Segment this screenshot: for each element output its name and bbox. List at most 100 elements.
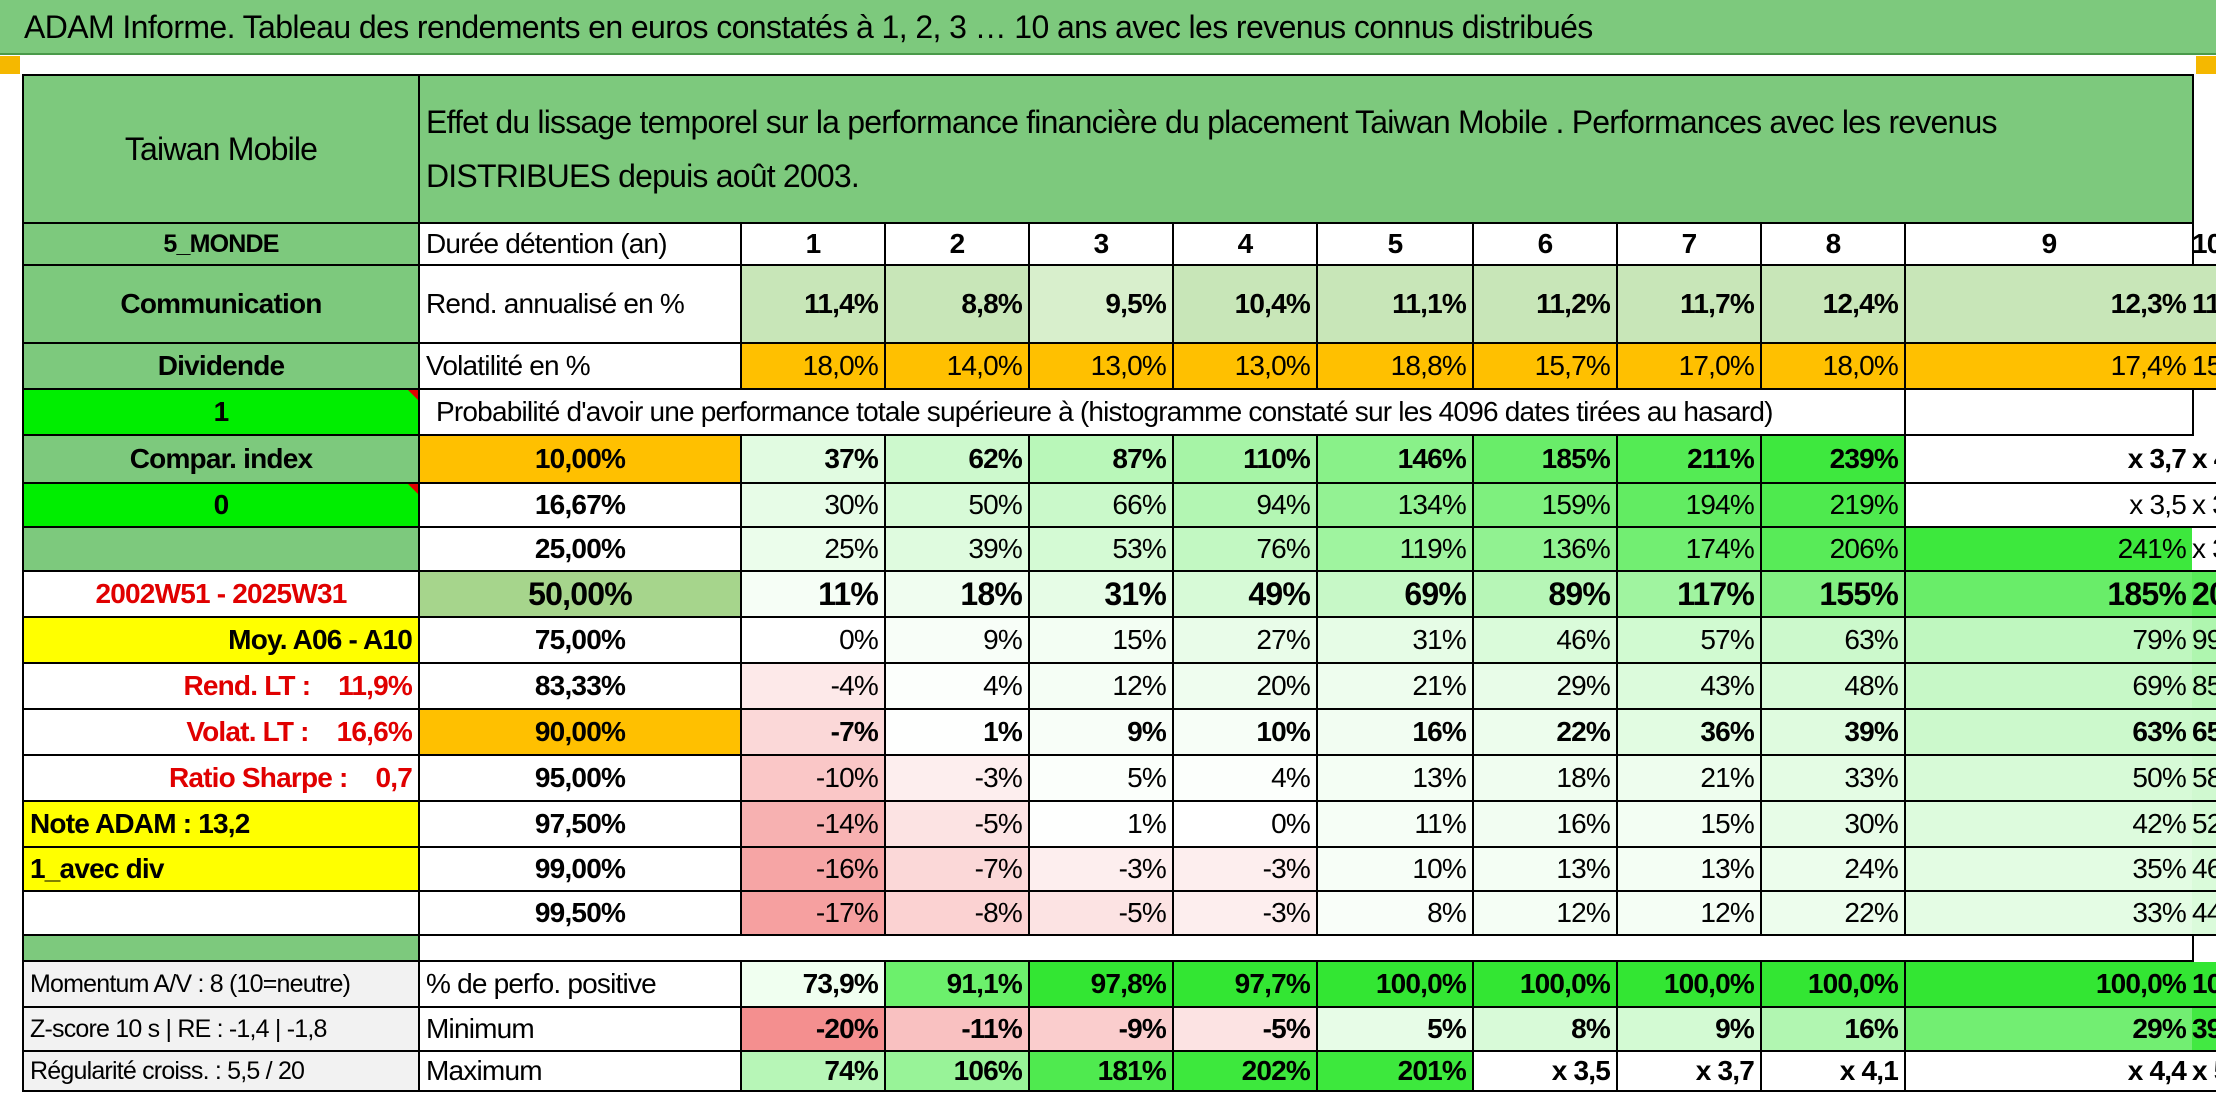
probability-threshold: 50,00%	[420, 572, 742, 618]
compar-index-label: Compar. index	[24, 436, 420, 484]
performance-value: 9%	[886, 618, 1030, 664]
stat-value: 16%	[1762, 1008, 1906, 1052]
rend-lt-label: Rend. LT : 11,9%	[24, 664, 420, 710]
performance-value: 12%	[1030, 664, 1174, 710]
stat-side-label: Régularité croiss. : 5,5 / 20	[24, 1052, 420, 1092]
performance-value: 9%	[1030, 710, 1174, 756]
performance-value: 239%	[1762, 436, 1906, 484]
performance-value: 33%	[1906, 892, 2192, 936]
performance-value: -3%	[1030, 848, 1174, 892]
tab-marker-left	[0, 56, 20, 74]
stat-label: Maximum	[420, 1052, 742, 1092]
performance-value: -10%	[742, 756, 886, 802]
stat-value: 100,0%	[1762, 962, 1906, 1008]
probability-caption: Probabilité d'avoir une performance tota…	[420, 390, 1906, 436]
performance-value: 4%	[886, 664, 1030, 710]
empty-cell	[1906, 390, 2192, 436]
year-header: 2	[886, 224, 1030, 266]
duration-label: Durée détention (an)	[420, 224, 742, 266]
stat-value: -20%	[742, 1008, 886, 1052]
performance-value: 69%	[1318, 572, 1474, 618]
stat-value: x 3,5	[1474, 1052, 1618, 1092]
performance-value: 63%	[1762, 618, 1906, 664]
year-header: 7	[1618, 224, 1762, 266]
performance-value: 39%	[1762, 710, 1906, 756]
year-header: 4	[1174, 224, 1318, 266]
stat-value: 5%	[1318, 1008, 1474, 1052]
stat-value: 74%	[742, 1052, 886, 1092]
performance-value: 13%	[1318, 756, 1474, 802]
sharpe-label: Ratio Sharpe : 0,7	[24, 756, 420, 802]
performance-value: 4%	[1174, 756, 1318, 802]
stat-label: % de perfo. positive	[420, 962, 742, 1008]
stat-value: 39%	[2192, 1008, 2216, 1052]
asset-description: Effet du lissage temporel sur la perform…	[420, 76, 2192, 224]
probability-threshold: 75,00%	[420, 618, 742, 664]
probability-threshold: 16,67%	[420, 484, 742, 528]
performance-value: 11%	[742, 572, 886, 618]
stat-value: 91,1%	[886, 962, 1030, 1008]
asset-name: Taiwan Mobile	[24, 76, 420, 224]
stat-value: 8%	[1474, 1008, 1618, 1052]
performance-value: 155%	[1762, 572, 1906, 618]
performance-value: 85%	[2192, 664, 2216, 710]
stat-value: 201%	[1318, 1052, 1474, 1092]
performance-value: -14%	[742, 802, 886, 848]
performance-value: x 3,7	[1906, 436, 2192, 484]
performance-value: -7%	[886, 848, 1030, 892]
spacer-white	[420, 936, 2192, 962]
performance-value: 194%	[1618, 484, 1762, 528]
performance-value: 15%	[1030, 618, 1174, 664]
empty-side-cell	[24, 528, 420, 572]
performance-value: 18%	[886, 572, 1030, 618]
performance-value: 89%	[1474, 572, 1618, 618]
stat-value: x 3,7	[1618, 1052, 1762, 1092]
stat-value: 100,0%	[2192, 962, 2216, 1008]
performance-value: 53%	[1030, 528, 1174, 572]
performance-value: 0%	[1174, 802, 1318, 848]
moy-label: Moy. A06 - A10	[24, 618, 420, 664]
performance-value: 185%	[1474, 436, 1618, 484]
probability-threshold: 99,50%	[420, 892, 742, 936]
performance-value: 76%	[1174, 528, 1318, 572]
performance-value: 146%	[1318, 436, 1474, 484]
probability-threshold: 83,33%	[420, 664, 742, 710]
performance-value: x 3,8	[2192, 484, 2216, 528]
performance-value: 30%	[742, 484, 886, 528]
stat-value: -5%	[1174, 1008, 1318, 1052]
zone-label: 5_MONDE	[24, 224, 420, 266]
performance-value: 117%	[1618, 572, 1762, 618]
stat-value: x 5,0	[2192, 1052, 2216, 1092]
performance-value: 94%	[1174, 484, 1318, 528]
flag-0: 0	[24, 484, 420, 528]
performance-value: 11%	[1318, 802, 1474, 848]
vol-value: 18,0%	[742, 344, 886, 390]
performance-value: 10%	[1318, 848, 1474, 892]
rend-value: 12,3%	[1906, 266, 2192, 344]
performance-value: 39%	[886, 528, 1030, 572]
performance-value: 16%	[1474, 802, 1618, 848]
performance-value: 31%	[1030, 572, 1174, 618]
stat-value: 100,0%	[1906, 962, 2192, 1008]
performance-value: 62%	[886, 436, 1030, 484]
stat-value: 29%	[1906, 1008, 2192, 1052]
performance-value: 46%	[2192, 848, 2216, 892]
vol-value: 18,8%	[1318, 344, 1474, 390]
vol-value: 13,0%	[1174, 344, 1318, 390]
rend-value: 11,7%	[1618, 266, 1762, 344]
performance-value: 219%	[1762, 484, 1906, 528]
performance-value: 31%	[1318, 618, 1474, 664]
performance-value: 35%	[1906, 848, 2192, 892]
performance-value: 22%	[1474, 710, 1618, 756]
performance-value: 52%	[2192, 802, 2216, 848]
spacer-green	[24, 936, 420, 962]
rend-value: 11,1%	[1318, 266, 1474, 344]
page-title: ADAM Informe. Tableau des rendements en …	[0, 0, 2216, 55]
empty-side-cell	[24, 892, 420, 936]
performance-value: -17%	[742, 892, 886, 936]
performance-table: Taiwan Mobile Effet du lissage temporel s…	[22, 74, 2216, 1092]
performance-value: 211%	[1618, 436, 1762, 484]
performance-value: -3%	[1174, 892, 1318, 936]
performance-value: 66%	[1030, 484, 1174, 528]
vol-value: 17,0%	[1618, 344, 1762, 390]
